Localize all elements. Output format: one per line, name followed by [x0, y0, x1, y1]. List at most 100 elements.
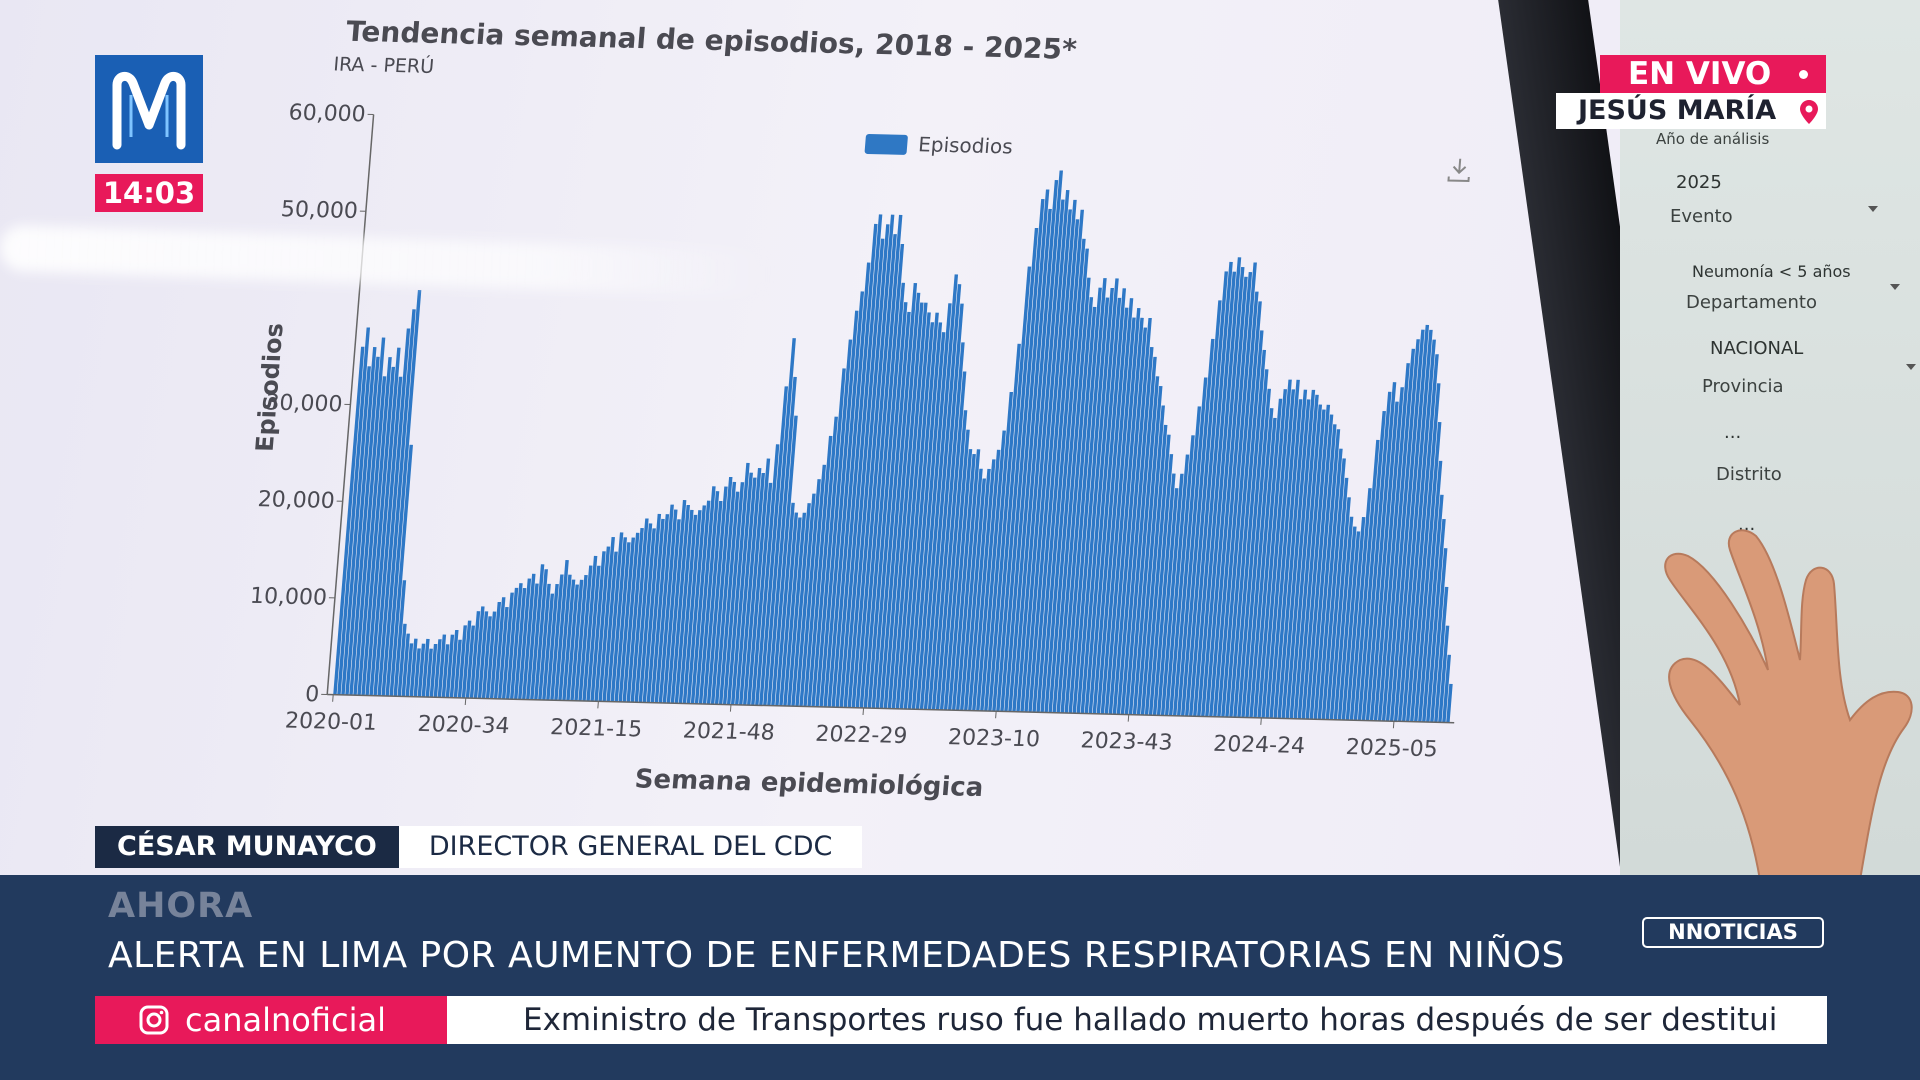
bar-65[interactable] [594, 546, 611, 702]
bar-27[interactable] [441, 644, 450, 698]
bar-110[interactable] [775, 502, 795, 706]
bar-17[interactable] [401, 633, 410, 697]
bar-127[interactable] [843, 238, 885, 708]
bar-0[interactable] [333, 346, 365, 695]
bar-245[interactable] [1317, 448, 1343, 720]
bar-13[interactable] [385, 290, 422, 697]
bar-34[interactable] [469, 611, 481, 699]
bar-181[interactable] [1060, 306, 1097, 713]
bar-19[interactable] [409, 638, 418, 697]
bar-133[interactable] [867, 282, 906, 709]
bar-116[interactable] [799, 479, 821, 707]
bar-192[interactable] [1104, 307, 1141, 715]
bar-131[interactable] [859, 214, 903, 708]
bar-157[interactable] [964, 478, 987, 711]
bar-214[interactable] [1193, 261, 1233, 717]
bar-64[interactable] [590, 551, 606, 702]
bar-69[interactable] [610, 537, 628, 702]
bar-152[interactable] [943, 429, 970, 711]
bar-118[interactable] [807, 435, 833, 707]
bar-176[interactable] [1040, 209, 1085, 713]
bar-153[interactable] [947, 449, 973, 711]
bar-114[interactable] [791, 503, 811, 707]
bar-228[interactable] [1249, 417, 1277, 718]
bar-62[interactable] [582, 555, 598, 702]
bar-227[interactable] [1245, 408, 1274, 718]
bar-225[interactable] [1237, 369, 1269, 718]
bar-237[interactable] [1285, 389, 1316, 719]
select-year[interactable]: 2025 [1676, 172, 1722, 193]
bar-259[interactable] [1373, 387, 1404, 721]
bar-211[interactable] [1180, 338, 1215, 716]
bar-141[interactable] [899, 322, 935, 709]
bar-193[interactable] [1108, 317, 1144, 715]
bar-87[interactable] [682, 510, 702, 704]
bar-194[interactable] [1112, 327, 1148, 715]
bar-4[interactable] [349, 356, 380, 696]
bar-117[interactable] [803, 464, 827, 707]
bar-88[interactable] [686, 505, 707, 704]
bar-170[interactable] [1016, 170, 1063, 712]
bar-173[interactable] [1028, 209, 1072, 713]
bar-183[interactable] [1068, 278, 1107, 714]
bar-2[interactable] [341, 366, 371, 695]
bar-134[interactable] [871, 302, 908, 709]
bar-206[interactable] [1160, 473, 1184, 716]
bar-72[interactable] [622, 532, 640, 703]
bar-242[interactable] [1305, 414, 1334, 720]
bar-265[interactable] [1397, 329, 1433, 722]
bar-175[interactable] [1036, 219, 1080, 713]
bar-161[interactable] [980, 430, 1006, 711]
bar-132[interactable] [863, 243, 905, 709]
bar-263[interactable] [1389, 329, 1425, 722]
bar-83[interactable] [666, 500, 687, 704]
bar-145[interactable] [915, 303, 952, 710]
bar-164[interactable] [992, 266, 1032, 712]
bar-70[interactable] [614, 542, 631, 702]
bar-105[interactable] [755, 444, 780, 706]
bar-229[interactable] [1253, 398, 1283, 718]
bar-10[interactable] [373, 376, 403, 696]
bar-208[interactable] [1168, 435, 1195, 716]
bar-254[interactable] [1353, 439, 1380, 721]
bar-63[interactable] [586, 565, 601, 702]
bar-260[interactable] [1377, 363, 1410, 721]
bar-178[interactable] [1048, 248, 1089, 713]
bar-212[interactable] [1185, 300, 1222, 717]
bar-149[interactable] [931, 342, 965, 710]
bar-121[interactable] [819, 339, 853, 707]
bar-187[interactable] [1084, 297, 1122, 714]
bar-174[interactable] [1032, 199, 1077, 713]
bar-35[interactable] [473, 606, 485, 699]
bar-66[interactable] [598, 536, 615, 702]
bar-107[interactable] [763, 338, 796, 706]
bar-130[interactable] [855, 234, 897, 708]
legend-swatch[interactable] [864, 133, 908, 155]
bar-196[interactable] [1120, 347, 1154, 715]
bar-96[interactable] [718, 491, 740, 705]
bar-246[interactable] [1321, 458, 1346, 720]
bar-159[interactable] [972, 459, 996, 711]
bar-108[interactable] [767, 376, 797, 706]
bar-244[interactable] [1313, 429, 1341, 720]
bar-215[interactable] [1197, 271, 1237, 717]
bar-277[interactable] [1446, 683, 1453, 723]
bar-23[interactable] [425, 648, 433, 698]
bar-67[interactable] [602, 551, 618, 702]
bar-188[interactable] [1088, 288, 1127, 714]
bar-43[interactable] [505, 587, 519, 700]
bar-221[interactable] [1221, 291, 1259, 717]
bar-39[interactable] [489, 601, 502, 699]
bar-38[interactable] [485, 611, 497, 699]
bar-125[interactable] [835, 223, 878, 708]
bar-138[interactable] [887, 302, 924, 709]
bar-264[interactable] [1393, 324, 1430, 722]
bar-37[interactable] [481, 616, 492, 699]
bar-129[interactable] [851, 214, 895, 708]
bar-120[interactable] [815, 368, 846, 707]
bar-142[interactable] [903, 312, 939, 710]
bar-247[interactable] [1325, 477, 1349, 720]
bar-256[interactable] [1361, 391, 1392, 721]
bar-219[interactable] [1213, 272, 1253, 717]
bar-222[interactable] [1225, 301, 1262, 718]
